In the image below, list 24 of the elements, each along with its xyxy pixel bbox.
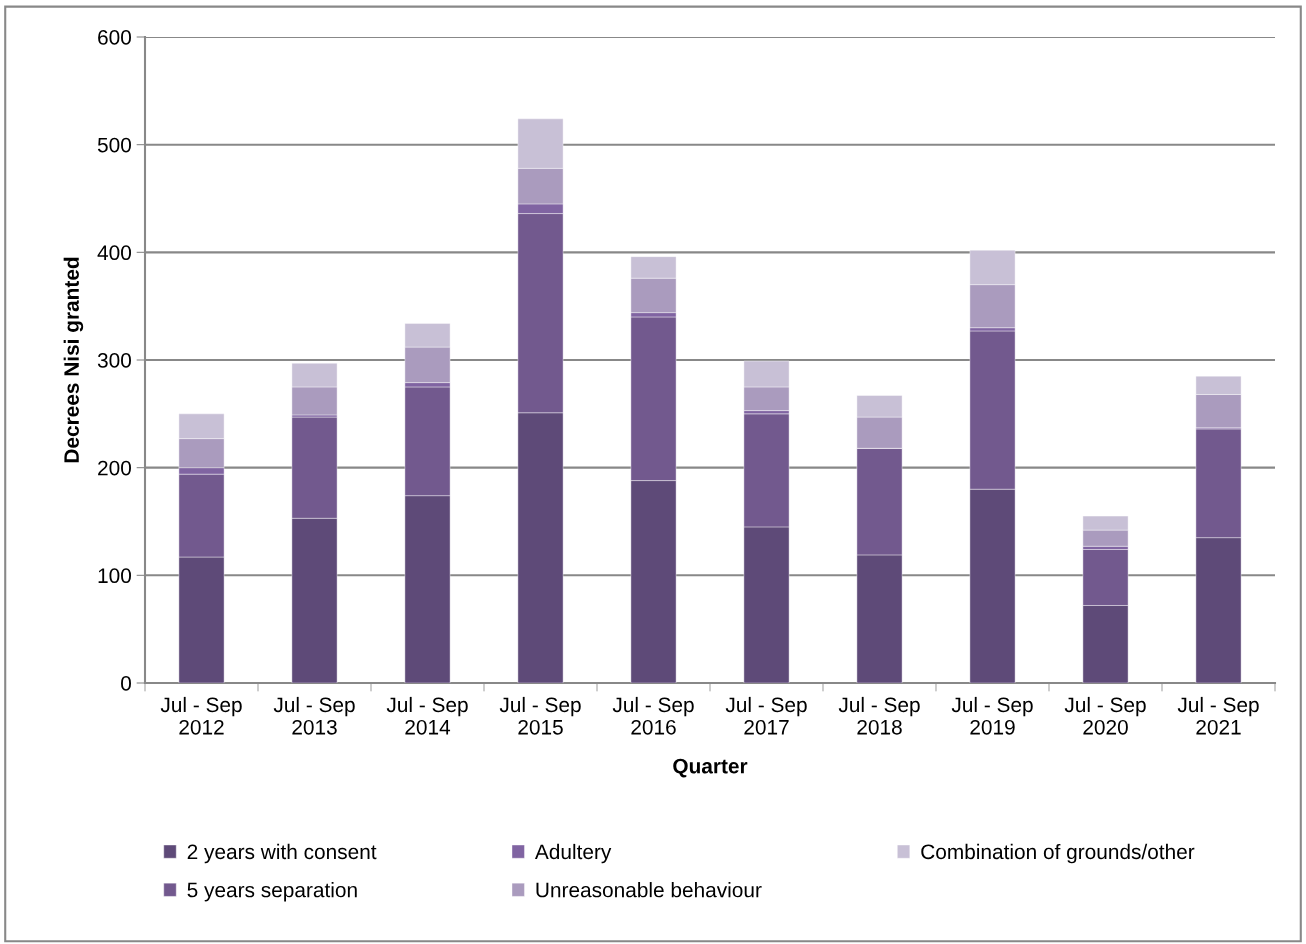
x-tick-label: Jul - Sep 2021: [1177, 696, 1259, 735]
x-axis-title: Quarter: [673, 758, 748, 778]
y-tick-label: 0: [121, 676, 131, 691]
x-tick-label: Jul - Sep 2014: [386, 696, 468, 735]
y-tick-label: 300: [97, 353, 131, 368]
y-tick-label: 600: [98, 30, 131, 45]
legend-label: 2 years with consent: [187, 843, 377, 864]
x-tick-label: Jul - Sep 2019: [951, 696, 1033, 735]
legend-label: Combination of grounds/other: [921, 843, 1195, 864]
y-tick-label: 500: [97, 137, 131, 153]
y-tick-label: 400: [97, 245, 131, 261]
y-tick-label: 100: [98, 568, 131, 584]
x-tick-label: Jul - Sep 2013: [273, 696, 355, 735]
legend-label: Adultery: [534, 843, 612, 864]
x-tick-label: Jul - Sep 2016: [612, 696, 694, 735]
x-tick-label: Jul - Sep 2018: [838, 696, 920, 735]
x-tick-label: Jul - Sep 2017: [725, 696, 807, 735]
legend-label: Unreasonable behaviour: [536, 882, 762, 898]
x-tick-label: Jul - Sep 2012: [160, 696, 242, 735]
legend-label: 5 years separation: [187, 882, 357, 902]
y-tick-label: 200: [98, 460, 131, 476]
x-tick-label: Jul - Sep 2015: [499, 696, 581, 735]
x-tick-label: Jul - Sep 2020: [1064, 696, 1146, 735]
y-axis-title: Decrees Nisi granted: [63, 257, 84, 463]
